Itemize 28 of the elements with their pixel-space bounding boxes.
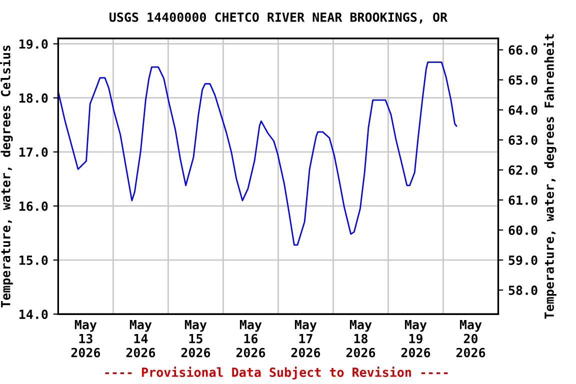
x-tick-label: May 17 2026: [291, 320, 320, 358]
y2-tick-label: 58.0: [508, 286, 538, 296]
y-tick-label: 14.0: [20, 310, 48, 320]
y-tick-label: 18.0: [20, 93, 48, 103]
y2-tick-label: 64.0: [508, 105, 538, 115]
text: ---- Provisional Data Subject to Revision ----: [105, 366, 448, 380]
y2-tick-label: 65.0: [508, 75, 538, 85]
y2-tick-label: 60.0: [508, 225, 538, 235]
x-tick-label: May 18 2026: [346, 320, 376, 358]
y-tick-label: 19.0: [20, 39, 48, 49]
x-tick-label: May 16 2026: [236, 320, 266, 358]
y2-axis-title: Temperature, water, degrees Fahrenheit: [544, 34, 556, 319]
x-tick-label: May 20 2026: [456, 320, 486, 358]
x-tick-label: May 15 2026: [181, 320, 210, 358]
y2-tick-label: 66.0: [508, 45, 538, 55]
line-series: [58, 61, 458, 246]
y2-tick-label: 59.0: [508, 256, 538, 266]
y-axis-title: Temperature, water, degrees Celsius: [0, 46, 13, 308]
chart-title: USGS 14400000 CHETCO RIVER NEAR BROOKINGS, OR: [110, 12, 448, 24]
y2-tick-label: 61.0: [508, 195, 538, 205]
y-tick-label: 17.0: [20, 147, 48, 157]
y-tick-label: 15.0: [20, 256, 48, 265]
y2-tick-label: 62.0: [508, 165, 538, 175]
y2-tick-label: 63.0: [508, 135, 538, 145]
y-tick-label: 16.0: [20, 201, 48, 211]
x-tick-label: May 13 2026: [71, 320, 100, 358]
x-tick-label: May 19 2026: [401, 320, 430, 358]
x-tick-label: May 14 2026: [126, 320, 156, 358]
